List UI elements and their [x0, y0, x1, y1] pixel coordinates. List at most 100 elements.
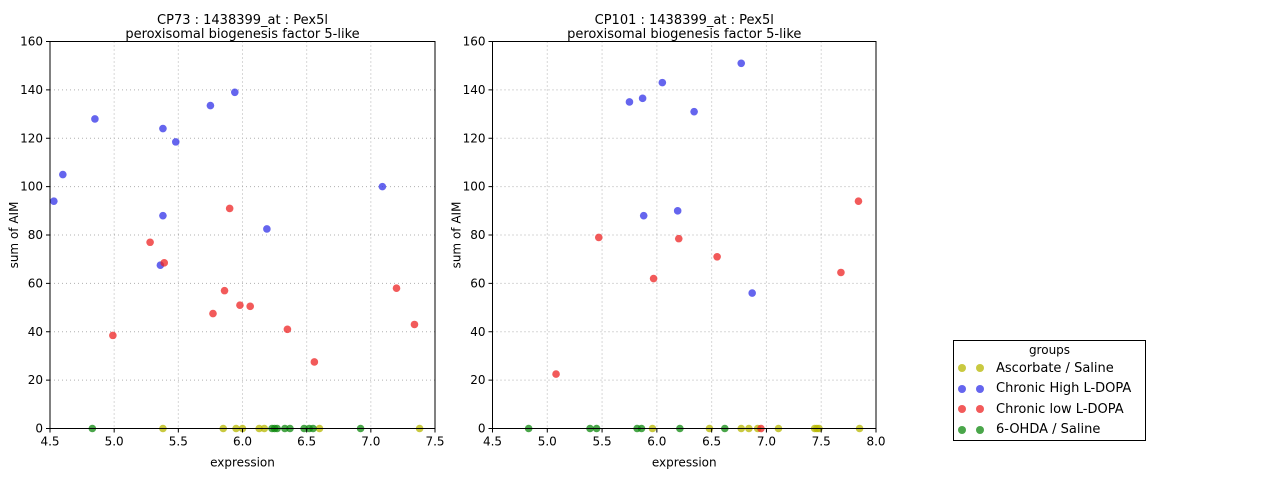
data-point-chronic-high-l-dopa: [263, 225, 271, 233]
data-point-chronic-high-l-dopa: [159, 124, 167, 133]
plot-left: 4.5 5.0 5.5 6.0 6.5 7.0 7.5 0 20 40 60 80 100 120 140 1…: [7, 13, 445, 470]
x-tick-label: 5.0: [105, 435, 124, 449]
data-point-chronic-low-l-dopa: [283, 325, 292, 334]
data-point-chronic-high-l-dopa: [206, 101, 215, 110]
legend-marker-dot: [958, 405, 966, 414]
data-point-chronic-high-l-dopa: [91, 115, 99, 123]
series-chronic-high-l-dopa: [50, 88, 387, 270]
x-tick-label: 5.5: [593, 435, 612, 449]
plot-title-line1: CP101 : 1438399_at : Pex5l: [595, 13, 774, 28]
legend-item-chronic-low-l-dopa: Chronic low L-DOPA: [954, 399, 1145, 420]
legend-item-label: Ascorbate / Saline: [996, 360, 1114, 376]
data-point-chronic-high-l-dopa: [658, 78, 667, 87]
y-axis-label: sum of AIM: [7, 202, 21, 269]
data-point-chronic-low-l-dopa: [674, 234, 683, 243]
x-tick-label: 6.0: [233, 435, 252, 449]
data-point-chronic-low-l-dopa: [209, 309, 217, 318]
data-point-chronic-high-l-dopa: [673, 207, 682, 215]
series-chronic-high-l-dopa: [625, 59, 756, 297]
x-tick-label: 7.5: [812, 435, 831, 449]
legend-marker-dot: [958, 364, 966, 373]
x-tick-label: 6.5: [702, 435, 721, 449]
data-point-chronic-low-l-dopa: [594, 233, 603, 242]
data-point-chronic-low-l-dopa: [854, 197, 863, 205]
y-tick-label: 20: [470, 373, 485, 387]
y-tick-label: 120: [463, 131, 486, 145]
legend-item-label: Chronic High L-DOPA: [996, 381, 1132, 397]
x-tick-label: 4.5: [483, 435, 502, 449]
x-tick-label: 7.0: [361, 435, 380, 449]
x-tick-label: 7.5: [425, 435, 444, 449]
plot-title-line1: CP73 : 1438399_at : Pex5l: [157, 13, 328, 28]
data-point-chronic-high-l-dopa: [638, 94, 647, 103]
x-tick-label: 6.0: [647, 435, 666, 449]
data-point-chronic-low-l-dopa: [236, 301, 244, 309]
data-point-chronic-high-l-dopa: [737, 59, 746, 68]
x-axis-label: expression: [652, 456, 717, 470]
legend-item-6-ohda-saline: 6-OHDA / Saline: [954, 420, 1145, 441]
y-tick-label: 20: [28, 373, 43, 387]
y-tick-label: 160: [463, 35, 486, 49]
x-tick-label: 5.0: [538, 435, 557, 449]
data-point-chronic-low-l-dopa: [649, 274, 658, 283]
data-point-chronic-high-l-dopa: [50, 197, 58, 205]
axes-frame: [492, 41, 877, 429]
legend-item-label: 6-OHDA / Saline: [996, 422, 1101, 438]
legend-marker-dot: [958, 384, 966, 393]
data-point-chronic-high-l-dopa: [171, 138, 180, 146]
y-tick-label: 40: [28, 325, 43, 339]
y-tick-label: 60: [470, 276, 485, 290]
y-tick-label: 60: [28, 276, 43, 290]
data-point-chronic-low-l-dopa: [713, 252, 721, 261]
y-tick-label: 100: [463, 180, 486, 194]
y-tick-label: 80: [470, 228, 485, 242]
y-tick-label: 0: [478, 422, 486, 436]
legend: groups Ascorbate / Saline Chronic High L-…: [953, 340, 1146, 441]
x-tick-label: 6.5: [297, 435, 316, 449]
data-point-chronic-low-l-dopa: [837, 268, 845, 277]
data-point-chronic-high-l-dopa: [159, 211, 167, 220]
x-tick-label: 5.5: [169, 435, 188, 449]
series-chronic-low-l-dopa: [109, 204, 419, 366]
x-axis-label: expression: [210, 456, 275, 470]
x-tick-label: 7.0: [757, 435, 776, 449]
y-tick-label: 0: [35, 422, 43, 436]
legend-marker-dot: [976, 364, 984, 373]
data-point-chronic-high-l-dopa: [748, 289, 756, 297]
plot-title-line2: peroxisomal biogenesis factor 5-like: [125, 27, 359, 42]
data-point-chronic-low-l-dopa: [146, 238, 154, 247]
legend-marker-dot: [976, 405, 984, 414]
data-point-chronic-low-l-dopa: [552, 370, 560, 378]
y-tick-label: 140: [20, 83, 43, 97]
y-tick-label: 40: [470, 325, 485, 339]
data-point-chronic-low-l-dopa: [220, 286, 229, 295]
plot-right: 4.5 5.0 5.5 6.0 6.5 7.0 7.5 8.0 0 20 40 60 80 100 120 1…: [450, 13, 886, 470]
data-point-chronic-high-l-dopa: [625, 98, 634, 106]
data-point-chronic-low-l-dopa: [109, 331, 117, 340]
x-tick-label: 8.0: [866, 435, 885, 449]
y-tick-label: 140: [463, 83, 486, 97]
y-tick-label: 80: [28, 228, 43, 242]
y-tick-label: 120: [20, 131, 43, 145]
data-point-chronic-low-l-dopa: [160, 259, 169, 267]
legend-marker-dot: [976, 384, 984, 393]
legend-title: groups: [1028, 343, 1071, 357]
legend-marker-dot: [958, 425, 966, 434]
data-point-chronic-high-l-dopa: [59, 170, 67, 179]
y-tick-label: 160: [20, 35, 43, 49]
data-point-chronic-high-l-dopa: [639, 211, 648, 220]
plot-title-line2: peroxisomal biogenesis factor 5-like: [567, 27, 801, 42]
y-tick-label: 100: [20, 180, 43, 194]
legend-item-ascorbate-saline: Ascorbate / Saline: [954, 358, 1145, 379]
legend-rows: Ascorbate / Saline Chronic High L-DOPA Chr…: [954, 358, 1145, 440]
legend-item-chronic-high-l-dopa: Chronic High L-DOPA: [954, 379, 1145, 400]
data-point-chronic-low-l-dopa: [310, 358, 319, 366]
data-point-chronic-high-l-dopa: [231, 88, 239, 97]
data-point-chronic-high-l-dopa: [690, 107, 698, 116]
x-tick-label: 4.5: [40, 435, 59, 449]
data-point-chronic-low-l-dopa: [410, 320, 419, 329]
series-chronic-low-l-dopa: [552, 197, 863, 433]
data-point-chronic-low-l-dopa: [392, 284, 401, 293]
